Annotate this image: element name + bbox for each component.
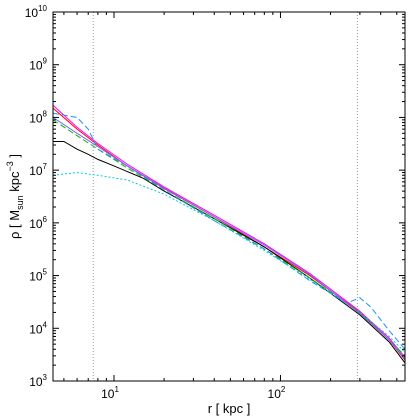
reference-lines — [92, 12, 358, 381]
y-tick-label: 106 — [29, 215, 47, 231]
x-tick-label-exp: 1 — [114, 385, 119, 394]
y-tick-label-base: 10 — [29, 322, 43, 336]
y-axis-label-sup: −3 — [5, 161, 15, 171]
y-tick-label-exp: 7 — [43, 162, 48, 171]
y-tick-label-exp: 4 — [43, 320, 48, 329]
y-tick-label-base: 10 — [29, 270, 43, 284]
series-line-3 — [52, 119, 406, 357]
x-tick-label: 102 — [268, 385, 286, 401]
x-axis-label: r [ kpc ] — [208, 401, 251, 416]
axis-ticks — [53, 11, 405, 382]
series-line-5 — [52, 172, 406, 353]
x-tick-label-base: 10 — [268, 387, 282, 401]
y-tick-label: 108 — [29, 109, 47, 125]
series-line-2 — [53, 140, 406, 364]
y-axis-label-suffix: ] — [7, 154, 22, 161]
y-tick-label-base: 10 — [29, 59, 43, 73]
y-tick-label: 104 — [29, 320, 47, 336]
y-axis-label-prefix: ρ [ M — [7, 210, 22, 239]
y-tick-label-base: 10 — [25, 6, 39, 20]
series-line-4 — [52, 112, 406, 350]
y-axis-label-mid: kpc — [7, 171, 22, 195]
y-tick-label-base: 10 — [29, 375, 43, 389]
y-tick-label: 103 — [29, 373, 47, 389]
y-tick-label-exp: 6 — [43, 215, 48, 224]
y-tick-label-exp: 9 — [43, 57, 48, 66]
x-tick-label-base: 10 — [101, 387, 115, 401]
y-tick-label-exp: 8 — [43, 109, 48, 118]
y-tick-label-base: 10 — [29, 111, 43, 125]
y-axis-label: ρ [ Msun kpc−3 ] — [5, 154, 25, 239]
y-tick-label-exp: 5 — [43, 268, 48, 277]
y-tick-label-base: 10 — [29, 217, 43, 231]
plot-frame — [52, 11, 406, 382]
y-tick-label: 109 — [29, 57, 47, 73]
series-line-6 — [52, 117, 406, 360]
y-tick-label-exp: 10 — [38, 4, 47, 13]
series-line-1 — [52, 104, 406, 358]
y-tick-label: 105 — [29, 268, 47, 284]
series-line-0 — [52, 107, 406, 361]
x-tick-label: 101 — [101, 385, 119, 401]
y-tick-label: 107 — [29, 162, 47, 178]
y-axis-label-sub: sun — [15, 195, 25, 210]
y-tick-label-base: 10 — [29, 164, 43, 178]
series-layer — [52, 104, 406, 364]
y-tick-label-exp: 3 — [43, 373, 48, 382]
x-tick-label-exp: 2 — [281, 385, 286, 394]
y-tick-label: 1010 — [25, 4, 48, 20]
